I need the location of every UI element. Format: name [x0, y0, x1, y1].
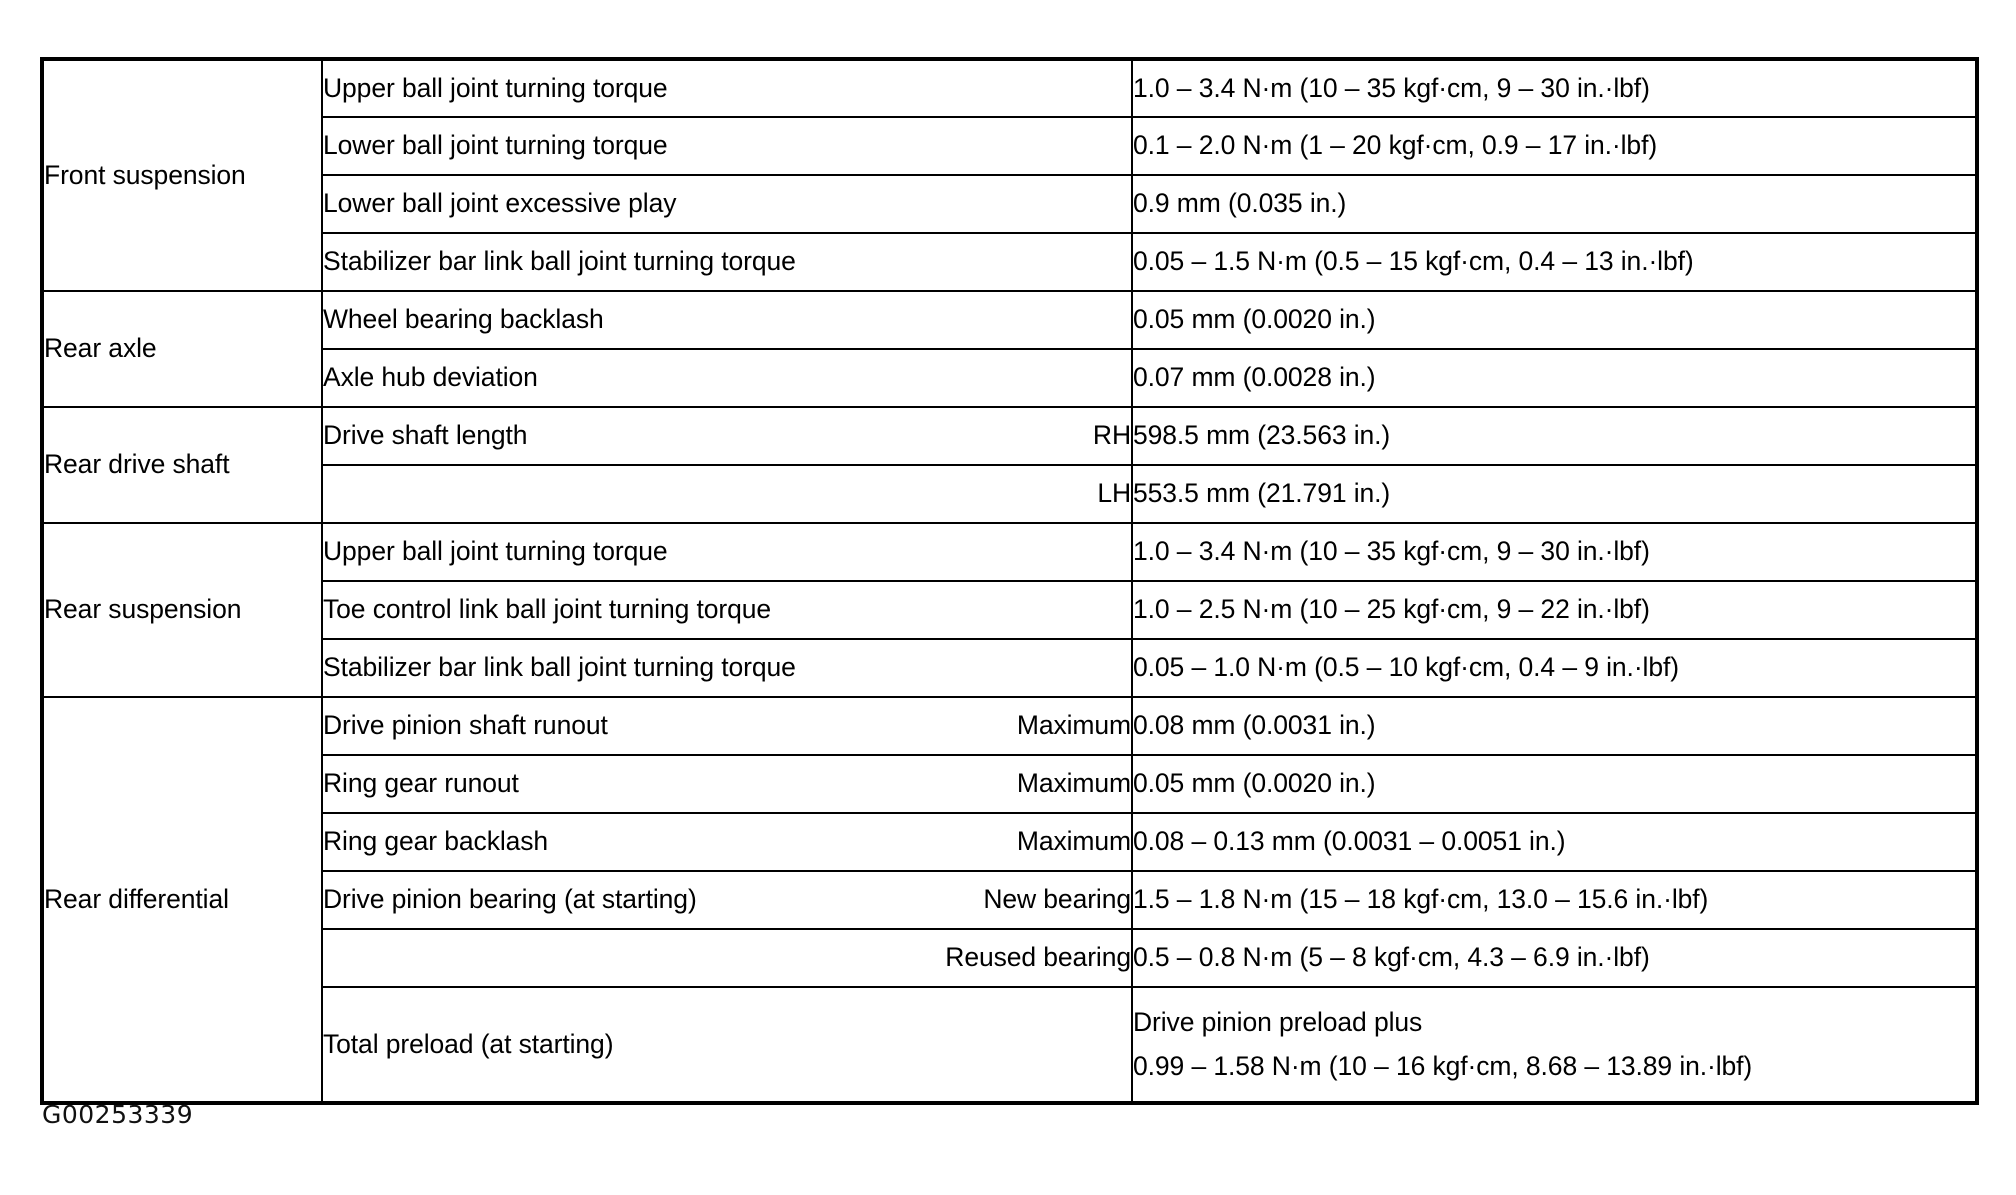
value-line: 0.99 – 1.58 N·m (10 – 16 kgf·cm, 8.68 – … [1133, 1050, 1753, 1081]
specification-table: Front suspension Upper ball joint turning… [40, 57, 1979, 1105]
table-row: Lower ball joint excessive play 0.9 mm (0… [42, 174, 1978, 234]
item-label: Drive pinion bearing (at starting) [323, 884, 697, 915]
table-row: Ring gear backlash Maximum 0.08 – 0.13 mm … [42, 812, 1978, 872]
value-cell: 0.05 mm (0.0020 in.) [1131, 290, 1978, 350]
value-cell: 0.08 – 0.13 mm (0.0031 – 0.0051 in.) [1131, 812, 1978, 872]
item-cell: Drive pinion shaft runout Maximum [321, 696, 1133, 756]
table-row: Reused bearing 0.5 – 0.8 N·m (5 – 8 kgf·c… [42, 928, 1978, 988]
item-label: Ring gear backlash [323, 826, 549, 857]
item-label: Drive shaft length [323, 420, 528, 451]
category-cell: Rear drive shaft [41, 406, 323, 524]
value-cell: Drive pinion preload plus 0.99 – 1.58 N·m… [1131, 986, 1978, 1103]
item-qualifier: Reused bearing [945, 942, 1131, 973]
value-cell: 0.05 – 1.0 N·m (0.5 – 10 kgf·cm, 0.4 – 9… [1131, 638, 1978, 698]
item-label: Wheel bearing backlash [323, 304, 604, 335]
item-cell: Ring gear backlash Maximum [321, 812, 1133, 872]
value-cell: 1.0 – 3.4 N·m (10 – 35 kgf·cm, 9 – 30 in… [1131, 58, 1978, 118]
item-label: Stabilizer bar link ball joint turning t… [323, 652, 796, 683]
table-row: Front suspension Upper ball joint turning… [41, 58, 1978, 292]
item-label: Upper ball joint turning torque [323, 72, 668, 103]
table-row: Rear suspension Upper ball joint turning … [41, 522, 1978, 698]
value-cell: 0.9 mm (0.035 in.) [1131, 174, 1978, 234]
value-cell: 1.0 – 2.5 N·m (10 – 25 kgf·cm, 9 – 22 in… [1131, 580, 1978, 640]
spec-section: Rear differential Drive pinion shaft runo… [41, 696, 1978, 1104]
table-row: Total preload (at starting) Drive pinion … [42, 986, 1978, 1103]
item-cell: Toe control link ball joint turning torq… [321, 580, 1133, 640]
table-row: Rear axle Wheel bearing backlash 0.05 mm (… [41, 290, 1978, 408]
value-cell: 0.08 mm (0.0031 in.) [1131, 696, 1978, 756]
value-cell: 0.1 – 2.0 N·m (1 – 20 kgf·cm, 0.9 – 17 i… [1131, 116, 1978, 176]
table-row: Drive pinion bearing (at starting) New be… [42, 870, 1978, 930]
value-cell: 0.07 mm (0.0028 in.) [1131, 348, 1978, 408]
item-cell: Axle hub deviation [321, 348, 1133, 408]
category-cell: Rear differential [41, 696, 323, 1104]
item-cell: Ring gear runout Maximum [321, 754, 1133, 814]
value-cell: 1.0 – 3.4 N·m (10 – 35 kgf·cm, 9 – 30 in… [1131, 522, 1978, 582]
item-label: Ring gear runout [323, 768, 519, 799]
item-qualifier: LH [1097, 478, 1131, 509]
value-cell: 553.5 mm (21.791 in.) [1131, 464, 1978, 524]
item-cell: Wheel bearing backlash [321, 290, 1133, 350]
item-cell: Lower ball joint excessive play [321, 174, 1133, 234]
spec-section: Rear suspension Upper ball joint turning … [41, 522, 1978, 698]
item-label: Axle hub deviation [323, 362, 538, 393]
table-row: Ring gear runout Maximum 0.05 mm (0.0020 i… [42, 754, 1978, 814]
value-cell: 0.5 – 0.8 N·m (5 – 8 kgf·cm, 4.3 – 6.9 i… [1131, 928, 1978, 988]
table-row: Axle hub deviation 0.07 mm (0.0028 in.) [42, 348, 1978, 408]
item-qualifier: New bearing [983, 884, 1131, 915]
item-label: Toe control link ball joint turning torq… [323, 594, 772, 625]
category-cell: Rear axle [41, 290, 323, 408]
value-cell: 0.05 mm (0.0020 in.) [1131, 754, 1978, 814]
value-cell: 598.5 mm (23.563 in.) [1131, 406, 1978, 466]
item-cell: Stabilizer bar link ball joint turning t… [321, 232, 1133, 292]
item-cell: LH [321, 464, 1133, 524]
item-cell: Drive pinion bearing (at starting) New be… [321, 870, 1133, 930]
spec-section: Front suspension Upper ball joint turning… [41, 58, 1978, 292]
value-cell: 1.5 – 1.8 N·m (15 – 18 kgf·cm, 13.0 – 15… [1131, 870, 1978, 930]
item-qualifier: Maximum [1016, 768, 1131, 799]
spec-section: Rear axle Wheel bearing backlash 0.05 mm (… [41, 290, 1978, 408]
table-row: Toe control link ball joint turning torq… [42, 580, 1978, 640]
item-label: Upper ball joint turning torque [323, 536, 668, 567]
item-cell: Upper ball joint turning torque [321, 522, 1133, 582]
table-row: Lower ball joint turning torque 0.1 – 2.0… [42, 116, 1978, 176]
item-cell: Total preload (at starting) [321, 986, 1133, 1103]
figure-code-label: G00253339 [42, 1100, 194, 1129]
value-cell: 0.05 – 1.5 N·m (0.5 – 15 kgf·cm, 0.4 – 1… [1131, 232, 1978, 292]
table-row: Stabilizer bar link ball joint turning t… [42, 638, 1978, 698]
table-row: Stabilizer bar link ball joint turning t… [42, 232, 1978, 292]
table-row: LH 553.5 mm (21.791 in.) [42, 464, 1978, 524]
item-qualifier: Maximum [1016, 710, 1131, 741]
table-row: Rear differential Drive pinion shaft runo… [41, 696, 1978, 1104]
spec-section: Rear drive shaft Drive shaft length RH 598.… [41, 406, 1978, 524]
item-cell: Drive shaft length RH [321, 406, 1133, 466]
category-cell: Rear suspension [41, 522, 323, 698]
category-cell: Front suspension [41, 58, 323, 292]
item-qualifier: Maximum [1016, 826, 1131, 857]
item-cell: Stabilizer bar link ball joint turning t… [321, 638, 1133, 698]
item-qualifier: RH [1092, 420, 1131, 451]
value-line: Drive pinion preload plus [1133, 1006, 1423, 1037]
item-label: Lower ball joint excessive play [323, 188, 677, 219]
item-label: Lower ball joint turning torque [323, 130, 668, 161]
item-label: Drive pinion shaft runout [323, 710, 608, 741]
item-label: Total preload (at starting) [323, 1028, 614, 1059]
item-cell: Upper ball joint turning torque [321, 58, 1133, 118]
item-label: Stabilizer bar link ball joint turning t… [323, 246, 796, 277]
item-cell: Lower ball joint turning torque [321, 116, 1133, 176]
item-cell: Reused bearing [321, 928, 1133, 988]
table-row: Rear drive shaft Drive shaft length RH 598.… [41, 406, 1978, 524]
